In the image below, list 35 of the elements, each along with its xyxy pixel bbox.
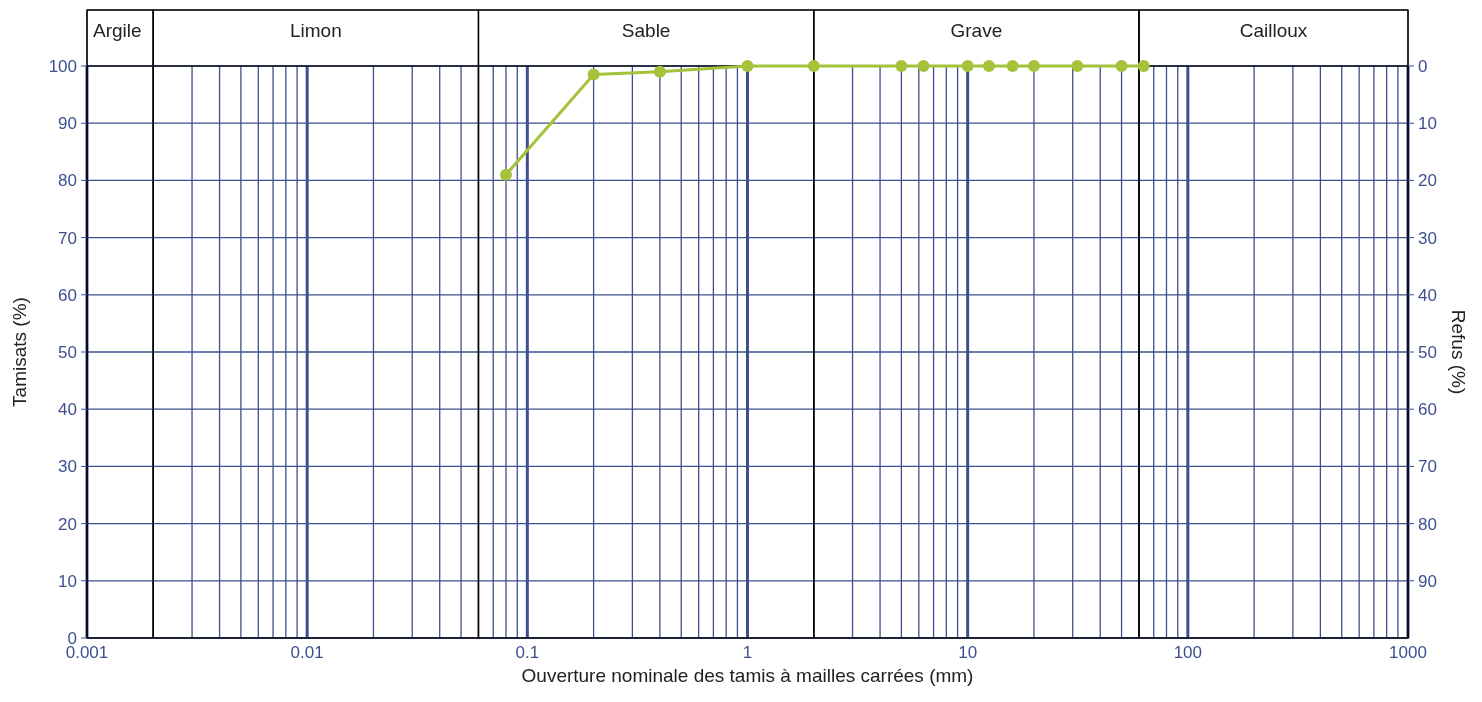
y-tick-label: 50 xyxy=(58,343,77,362)
y-tick-label: 100 xyxy=(48,57,77,76)
y-tick-label: 10 xyxy=(58,571,77,591)
y-tick-label: 30 xyxy=(58,457,77,477)
x-axis-title: Ouverture nominale des tamis à mailles carrées (mm) xyxy=(521,665,974,686)
x-tick-label: 0.001 xyxy=(65,643,109,662)
band-label: Grave xyxy=(950,20,1003,41)
y-axis-title: Tamisats (%) xyxy=(9,297,30,407)
band-label: Sable xyxy=(621,20,671,41)
y-tick-label: 20 xyxy=(58,514,77,534)
x-tick-label: 0.01 xyxy=(290,643,324,662)
x-tick-label: 100 xyxy=(1173,643,1203,662)
y2-tick-label: 20 xyxy=(1418,171,1437,191)
x-tick-label: 1 xyxy=(742,643,753,662)
x-tick-label: 10 xyxy=(958,643,978,662)
y2-tick-label: 70 xyxy=(1418,457,1437,477)
y-tick-label: 60 xyxy=(58,285,77,305)
y2-tick-label: 50 xyxy=(1418,343,1437,362)
y-tick-label: 70 xyxy=(58,228,77,248)
y2-tick-label: 90 xyxy=(1418,571,1437,591)
y2-tick-label: 30 xyxy=(1418,228,1437,248)
y2-tick-label: 60 xyxy=(1418,400,1437,420)
band-label: Cailloux xyxy=(1239,20,1308,41)
y-tick-label: 40 xyxy=(58,400,77,420)
y2-tick-label: 10 xyxy=(1418,114,1437,134)
y-tick-label: 90 xyxy=(58,114,77,134)
band-label: Limon xyxy=(290,20,342,41)
y2-axis-title: Refus (%) xyxy=(1448,309,1469,395)
y2-tick-label: 80 xyxy=(1418,514,1437,534)
y2-tick-label: 0 xyxy=(1418,57,1428,76)
y2-tick-label: 40 xyxy=(1418,285,1437,305)
y-tick-label: 80 xyxy=(58,171,77,191)
x-tick-label: 0.1 xyxy=(515,643,540,662)
x-tick-label: 1000 xyxy=(1389,643,1427,662)
band-label: Argile xyxy=(93,20,142,41)
